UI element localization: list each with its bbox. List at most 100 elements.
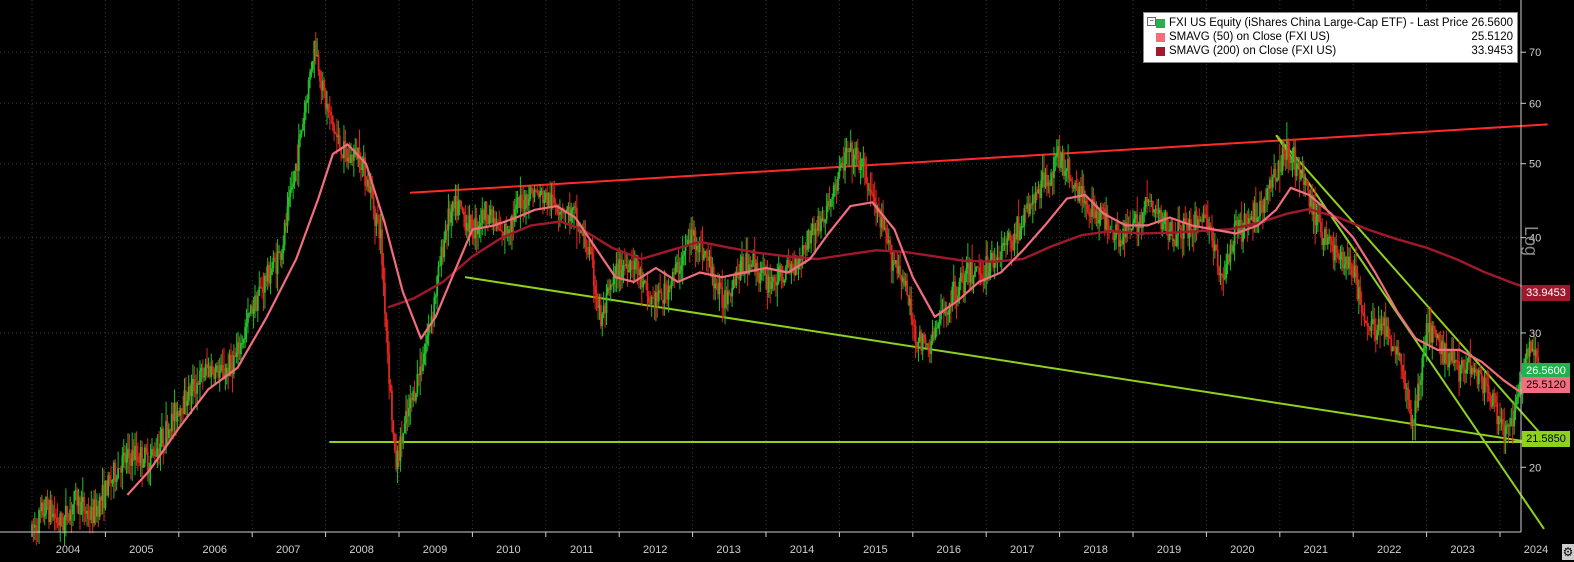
candle-body (749, 264, 752, 267)
x-tick-label: 2023 (1450, 544, 1474, 556)
candle-body (272, 257, 275, 269)
candle-body (1209, 225, 1212, 229)
candle-body (1295, 165, 1298, 177)
candle-body (1069, 178, 1072, 182)
candle-body (1101, 206, 1103, 208)
candle-body (1451, 350, 1453, 361)
candle-body (1324, 229, 1326, 239)
candle-body (1198, 219, 1201, 221)
candle-body (818, 216, 821, 232)
candle-body (1267, 188, 1270, 190)
candle-body (1274, 169, 1277, 182)
candle-body (693, 230, 695, 236)
chart-options-icon[interactable]: ⚙ (1562, 544, 1574, 560)
candle-body (544, 192, 547, 200)
candle-body (227, 367, 230, 376)
candle-body (461, 206, 464, 212)
candle-body (828, 201, 831, 207)
candle-body (372, 197, 375, 209)
candle-body (638, 270, 640, 276)
candle-body (1096, 211, 1099, 224)
candle-body (736, 271, 739, 273)
candle-body (926, 343, 928, 345)
candle-body (577, 221, 580, 228)
candle-body (415, 393, 417, 401)
candle-body (132, 449, 135, 461)
candle-body (1041, 172, 1044, 181)
candle-body (1309, 195, 1312, 207)
legend-value: 33.9453 (1471, 45, 1513, 57)
candle-body (560, 211, 563, 213)
candle-body (1525, 348, 1528, 359)
candle-body (585, 246, 588, 252)
candle-body (1532, 348, 1535, 356)
candle-body (893, 260, 896, 264)
candle-body (100, 497, 103, 501)
candle-body (1182, 218, 1185, 239)
candle-body (385, 313, 388, 331)
candle-body (1397, 346, 1400, 356)
candle-body (698, 240, 701, 253)
candle-body (441, 246, 444, 258)
candle-body (403, 423, 406, 434)
candle-body (595, 294, 598, 299)
candle-body (681, 255, 684, 266)
candle-body (307, 79, 310, 100)
candle-body (887, 240, 890, 243)
candle-body (105, 480, 108, 496)
candle-body (374, 208, 376, 226)
candle-body (1401, 364, 1404, 372)
candle-body (784, 267, 787, 280)
x-tick-label: 2019 (1157, 544, 1181, 556)
candle-body (53, 513, 56, 518)
candle-body (189, 386, 191, 396)
candle-body (550, 194, 553, 206)
candle-body (327, 103, 330, 112)
candle-body (1105, 212, 1108, 230)
candle-body (903, 277, 906, 286)
candle-body (810, 230, 813, 244)
candle-body (1139, 215, 1141, 227)
candle-body (1208, 225, 1211, 229)
candle-body (337, 135, 340, 138)
candle-body (1050, 172, 1053, 186)
candle-body (321, 80, 324, 91)
legend-collapse-icon[interactable]: − (1147, 17, 1156, 26)
candle-body (1465, 369, 1468, 374)
candle-body (945, 311, 948, 315)
candle-body (959, 272, 962, 282)
candle-body (976, 266, 979, 268)
candle-body (770, 282, 773, 289)
candle-body (1188, 219, 1191, 239)
candle-body (664, 283, 667, 291)
candle-body (316, 54, 319, 57)
candle-body (186, 400, 189, 407)
candle-body (1078, 186, 1081, 201)
candle-body (1013, 233, 1016, 250)
grid (0, 0, 1521, 531)
candle-body (192, 379, 194, 385)
candle-body (540, 190, 543, 192)
candle-body (290, 186, 293, 190)
candle-body (1468, 356, 1470, 363)
candle-body (1470, 367, 1473, 375)
candle-body (1067, 159, 1069, 169)
level-tag-support: 21.5850 (1522, 431, 1570, 447)
candle-body (1125, 222, 1127, 238)
candle-body (516, 197, 519, 205)
candle-body (136, 456, 139, 462)
candle-body (1493, 393, 1496, 396)
candle-body (1436, 334, 1439, 338)
candle-body (518, 197, 520, 208)
candle-body (975, 266, 978, 272)
candle-body (873, 197, 876, 203)
candle-body (1134, 214, 1137, 219)
candle-body (1336, 253, 1339, 257)
candle-body (587, 251, 590, 255)
candle-body (166, 421, 169, 439)
candle-body (451, 201, 454, 212)
candle-body (431, 316, 434, 318)
candle-body (1359, 287, 1362, 305)
candle-body (338, 135, 341, 149)
candle-body (440, 246, 443, 266)
